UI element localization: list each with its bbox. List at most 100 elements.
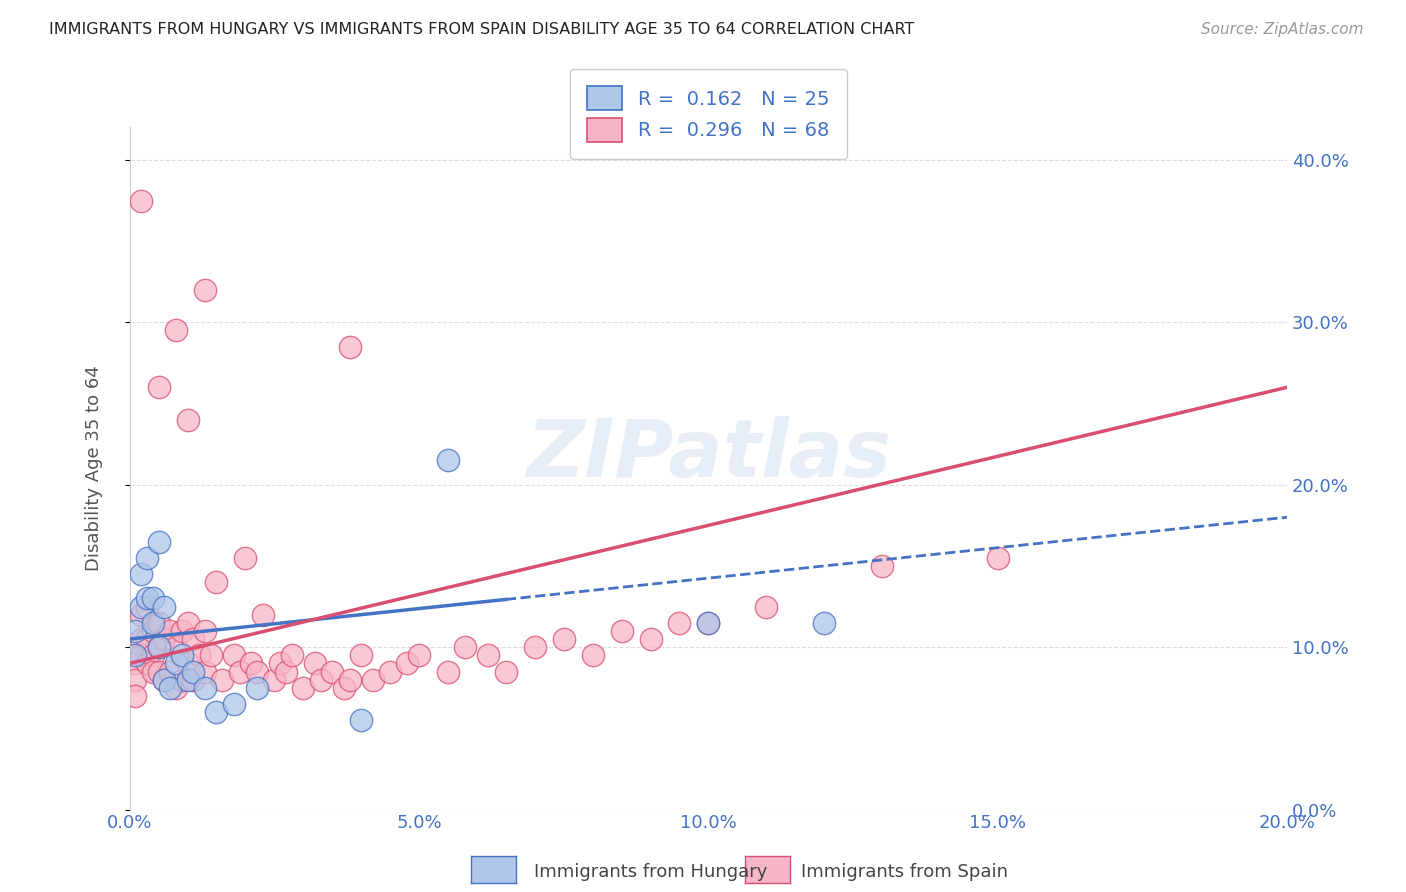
Point	[454, 640, 477, 654]
Point	[477, 648, 499, 663]
Point	[159, 681, 181, 695]
Point	[304, 657, 326, 671]
Point	[396, 657, 419, 671]
Point	[246, 681, 269, 695]
Point	[205, 705, 228, 719]
Point	[987, 550, 1010, 565]
Point	[378, 665, 401, 679]
Point	[495, 665, 517, 679]
Point	[222, 648, 245, 663]
Point	[165, 323, 187, 337]
Point	[183, 673, 205, 687]
Text: Immigrants from Hungary: Immigrants from Hungary	[534, 863, 768, 881]
Point	[339, 673, 361, 687]
Point	[553, 632, 575, 646]
Point	[246, 665, 269, 679]
Point	[124, 657, 146, 671]
Point	[148, 640, 170, 654]
Point	[153, 673, 176, 687]
Point	[274, 665, 297, 679]
Point	[176, 615, 198, 630]
Point	[148, 615, 170, 630]
Point	[129, 607, 152, 622]
Point	[582, 648, 605, 663]
Point	[165, 640, 187, 654]
Point	[142, 591, 165, 606]
Point	[321, 665, 343, 679]
Point	[194, 681, 217, 695]
Point	[183, 665, 205, 679]
Point	[188, 648, 211, 663]
Point	[194, 283, 217, 297]
Point	[437, 665, 460, 679]
Point	[124, 673, 146, 687]
Point	[129, 599, 152, 614]
Point	[183, 632, 205, 646]
Point	[136, 550, 159, 565]
Point	[668, 615, 690, 630]
Point	[148, 380, 170, 394]
Point	[136, 657, 159, 671]
Point	[159, 665, 181, 679]
Point	[165, 681, 187, 695]
Text: Source: ZipAtlas.com: Source: ZipAtlas.com	[1201, 22, 1364, 37]
Point	[142, 624, 165, 638]
Point	[263, 673, 285, 687]
Point	[361, 673, 384, 687]
Point	[333, 681, 356, 695]
Point	[176, 673, 198, 687]
Point	[222, 697, 245, 711]
Text: ZIPatlas: ZIPatlas	[526, 416, 891, 494]
Point	[228, 665, 250, 679]
Point	[408, 648, 430, 663]
Point	[194, 665, 217, 679]
Point	[176, 413, 198, 427]
Point	[205, 575, 228, 590]
Text: Immigrants from Spain: Immigrants from Spain	[801, 863, 1008, 881]
Point	[153, 673, 176, 687]
Point	[142, 615, 165, 630]
Point	[755, 599, 778, 614]
Point	[142, 665, 165, 679]
Point	[136, 632, 159, 646]
Point	[350, 648, 373, 663]
Point	[153, 632, 176, 646]
Point	[159, 624, 181, 638]
Point	[697, 615, 720, 630]
Point	[292, 681, 315, 695]
Point	[610, 624, 633, 638]
Point	[129, 648, 152, 663]
Point	[124, 648, 146, 663]
Point	[136, 591, 159, 606]
Point	[339, 340, 361, 354]
Point	[640, 632, 662, 646]
Point	[124, 624, 146, 638]
Point	[129, 567, 152, 582]
Point	[240, 657, 263, 671]
Point	[194, 624, 217, 638]
Point	[148, 534, 170, 549]
Point	[142, 648, 165, 663]
Point	[148, 665, 170, 679]
Point	[129, 194, 152, 208]
Point	[176, 657, 198, 671]
Point	[697, 615, 720, 630]
Text: IMMIGRANTS FROM HUNGARY VS IMMIGRANTS FROM SPAIN DISABILITY AGE 35 TO 64 CORRELA: IMMIGRANTS FROM HUNGARY VS IMMIGRANTS FR…	[49, 22, 914, 37]
Point	[437, 453, 460, 467]
Point	[523, 640, 546, 654]
Point	[124, 689, 146, 703]
Point	[870, 558, 893, 573]
Point	[235, 550, 257, 565]
Point	[252, 607, 274, 622]
Point	[813, 615, 835, 630]
Point	[280, 648, 302, 663]
Point	[211, 673, 233, 687]
Point	[269, 657, 291, 671]
Point	[170, 648, 193, 663]
Point	[165, 657, 187, 671]
Point	[170, 673, 193, 687]
Point	[200, 648, 222, 663]
Legend: R =  0.162   N = 25, R =  0.296   N = 68: R = 0.162 N = 25, R = 0.296 N = 68	[569, 69, 846, 159]
Y-axis label: Disability Age 35 to 64: Disability Age 35 to 64	[86, 366, 103, 572]
Point	[153, 599, 176, 614]
